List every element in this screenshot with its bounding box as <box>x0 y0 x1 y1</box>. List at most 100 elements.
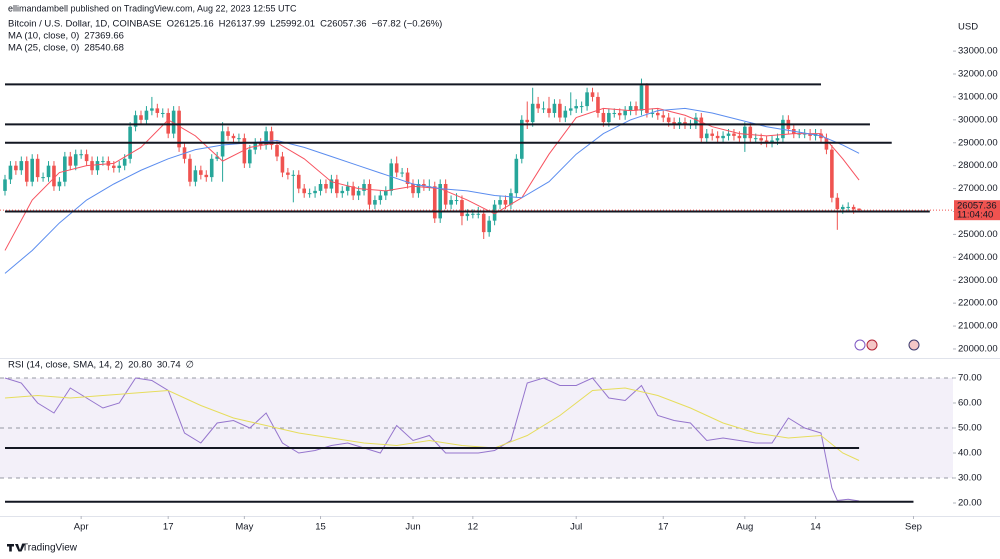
candle-body <box>715 135 720 139</box>
candle-body <box>345 186 350 191</box>
candle-body <box>498 200 502 205</box>
candle-body <box>291 174 296 176</box>
candle-body <box>666 117 671 123</box>
candle-body <box>112 165 116 168</box>
candle-body <box>356 190 361 196</box>
legend-text: 20.80 <box>128 360 152 371</box>
candle-body <box>607 112 611 123</box>
candle-body <box>824 138 829 150</box>
candle-body <box>596 96 600 113</box>
candle-body <box>329 179 334 189</box>
candle-body <box>748 126 753 139</box>
x-tick-label: Apr <box>74 522 89 533</box>
candle-body <box>520 119 524 159</box>
candle-body <box>704 133 709 139</box>
x-tick-label: Aug <box>736 522 753 533</box>
candle-body <box>460 200 464 217</box>
candle-body <box>563 110 568 118</box>
x-tick-label: May <box>235 522 253 533</box>
legend-text: 30.74 <box>157 360 181 371</box>
candle-body <box>367 183 372 205</box>
candle-body <box>476 213 481 215</box>
legend-text: C <box>320 19 327 30</box>
candle-body <box>307 193 312 195</box>
candle-body <box>514 158 519 194</box>
candle-body <box>416 183 421 194</box>
x-tick-label: 15 <box>315 522 326 533</box>
candle-body <box>150 108 154 111</box>
icon <box>908 339 920 351</box>
candle-body <box>35 158 40 178</box>
candle-body <box>19 161 24 171</box>
candle-body <box>46 165 51 178</box>
candle-body <box>394 163 399 173</box>
x-tick-label: 12 <box>468 522 479 533</box>
legend-text: MA (25, close, 0) <box>8 43 79 54</box>
candle-body <box>41 177 45 179</box>
x-tick-label: 17 <box>658 522 669 533</box>
candle-body <box>481 213 486 233</box>
candle-body <box>57 181 62 187</box>
candle-body <box>362 183 366 191</box>
legend-text: 26125.16 <box>174 19 214 30</box>
candle-body <box>215 156 219 159</box>
y-tick-label: 32000.00 <box>958 69 998 80</box>
y-tick-label: 20.00 <box>958 498 982 509</box>
candle-body <box>857 208 861 211</box>
candle-body <box>73 154 78 166</box>
candle-body <box>318 183 323 191</box>
candle-body <box>193 170 198 182</box>
y-tick-label: 28000.00 <box>958 160 998 171</box>
candle-body <box>280 156 285 173</box>
series-line <box>4 107 860 274</box>
candle-body <box>732 133 736 136</box>
candle-body <box>737 135 742 139</box>
candle-body <box>487 220 491 233</box>
candle-body <box>84 154 89 162</box>
candle-body <box>296 174 301 189</box>
event-icons <box>854 339 920 351</box>
candle-body <box>226 131 230 136</box>
candle-body <box>552 103 557 113</box>
candle-body <box>623 110 627 116</box>
footer-logo: TradingView <box>7 543 78 554</box>
candle-body <box>373 200 377 205</box>
candle-body <box>568 108 573 111</box>
candle-body <box>590 92 595 97</box>
candle-body <box>422 183 426 187</box>
candle-body <box>759 138 763 141</box>
candle-body <box>324 183 328 189</box>
candle-body <box>411 183 415 194</box>
series-line <box>4 377 860 502</box>
legend-text: 25992.01 <box>275 19 315 30</box>
candle-body <box>340 190 345 194</box>
candle-body <box>155 108 160 113</box>
legend-text: 28540.68 <box>84 43 124 54</box>
candle-body <box>628 106 633 111</box>
logo <box>7 544 25 552</box>
candle-body <box>547 108 551 113</box>
candle-body <box>840 206 845 210</box>
candle-body <box>302 188 306 194</box>
y-tick-label: 40.00 <box>958 448 982 459</box>
candle-body <box>30 158 34 182</box>
countdown: 11:04:40 <box>957 210 993 221</box>
candle-body <box>384 190 388 196</box>
candle-body <box>63 156 67 182</box>
legend-text: 26137.99 <box>226 19 266 30</box>
candle-body <box>579 106 584 108</box>
candle-body <box>231 135 236 139</box>
candle-body <box>443 183 448 205</box>
y-tick-label: 70.00 <box>958 373 982 384</box>
legend-text: L <box>270 19 275 30</box>
candle-body <box>726 133 731 136</box>
y-tick-label: 25000.00 <box>958 229 998 240</box>
candle-body <box>139 115 143 120</box>
legend-text: ∅ <box>186 360 194 371</box>
x-tick-label: 17 <box>163 522 174 533</box>
candle-body <box>770 140 774 143</box>
candle-body <box>454 200 459 202</box>
y-tick-label: 24000.00 <box>958 252 998 263</box>
legend-text: 26057.36 <box>327 19 367 30</box>
y-tick-label: 29000.00 <box>958 137 998 148</box>
